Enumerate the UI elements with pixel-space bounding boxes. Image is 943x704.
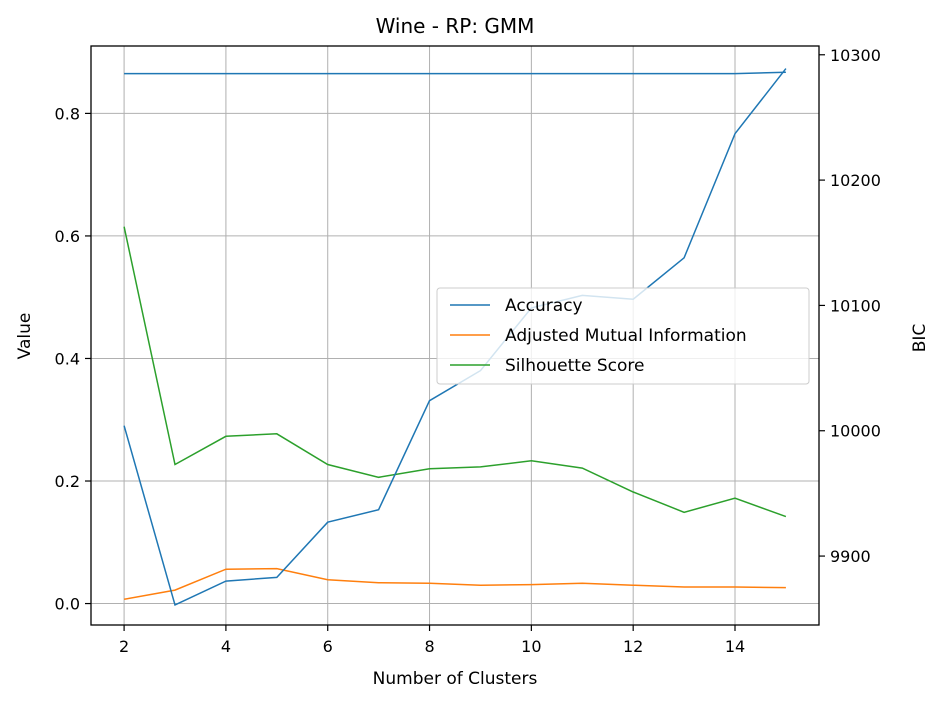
x-tick-label: 14	[725, 637, 745, 656]
chart-title: Wine - RP: GMM	[376, 14, 535, 38]
y-axis-ticks: 0.0 0.2 0.4 0.6 0.8	[55, 104, 91, 614]
legend-box	[436, 287, 810, 385]
series-line-accuracy	[124, 71, 786, 75]
y2-tick-label: 10200	[830, 171, 881, 190]
series-line-adjusted-mutual-information	[123, 567, 786, 601]
x-tick-label: 6	[323, 637, 333, 656]
y-tick-label: 0.6	[55, 227, 80, 246]
y-tick-label: 0.8	[55, 104, 80, 123]
x-tick-label: 4	[221, 637, 231, 656]
legend-label: Accuracy	[505, 296, 583, 316]
y-axis-label: Value	[15, 313, 35, 360]
x-tick-label: 12	[623, 637, 643, 656]
y2-tick-label: 10300	[830, 46, 881, 65]
y-tick-label: 0.0	[55, 595, 80, 614]
y2-tick-label: 10100	[830, 296, 881, 315]
x-axis-ticks: 2 4 6 8 10 12 14	[119, 625, 745, 656]
y2-axis-ticks: 9900 10000 10100 10200 10300	[819, 46, 881, 566]
y2-tick-label: 10000	[830, 422, 881, 441]
plot-frame	[90, 45, 820, 626]
x-tick-label: 8	[424, 637, 434, 656]
legend-label: Adjusted Mutual Information	[505, 326, 747, 346]
y2-tick-label: 9900	[830, 547, 871, 566]
legend: Accuracy Adjusted Mutual Information Silho…	[436, 287, 810, 385]
y-tick-label: 0.2	[55, 472, 80, 491]
x-axis-label: Number of Clusters	[373, 669, 538, 689]
y2-axis-label: BIC	[910, 324, 930, 353]
series-line-silhouette-score	[123, 226, 787, 518]
x-tick-label: 10	[521, 637, 541, 656]
legend-label: Silhouette Score	[505, 356, 644, 376]
y-tick-label: 0.4	[55, 349, 80, 368]
series-line-right-axis	[123, 68, 787, 606]
x-tick-label: 2	[119, 637, 129, 656]
series-lines	[123, 68, 787, 606]
